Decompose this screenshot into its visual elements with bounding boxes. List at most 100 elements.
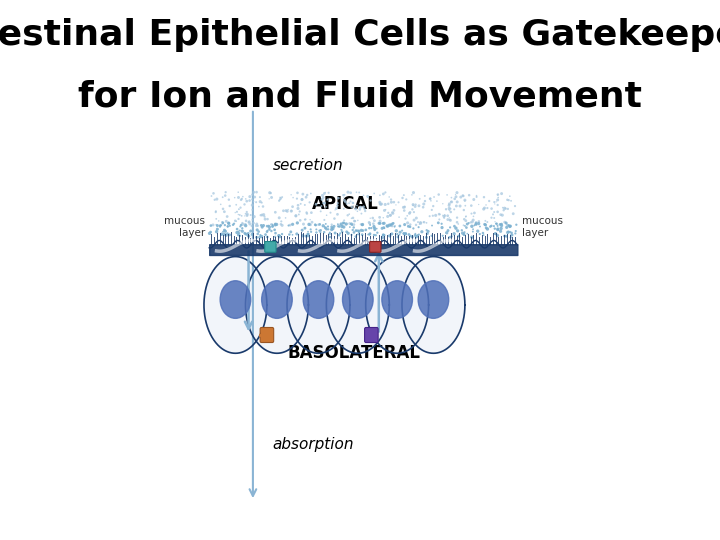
Point <box>318 193 329 202</box>
Point <box>234 226 246 235</box>
Point <box>294 216 306 225</box>
Point <box>369 189 380 198</box>
Point <box>467 216 479 225</box>
Point <box>350 232 361 241</box>
Point <box>491 220 503 228</box>
Point <box>495 211 506 219</box>
Point <box>256 232 267 241</box>
Point <box>352 230 364 239</box>
Point <box>497 204 508 212</box>
Point <box>379 206 390 215</box>
Point <box>495 224 507 233</box>
Point <box>287 193 299 202</box>
Point <box>450 224 462 232</box>
Point <box>292 219 303 227</box>
Point <box>333 222 345 231</box>
Point <box>248 197 259 206</box>
Point <box>441 205 452 214</box>
Point <box>464 191 475 199</box>
Point <box>503 221 514 230</box>
Point <box>413 223 424 232</box>
Point <box>441 191 453 199</box>
Point <box>333 194 344 202</box>
Point <box>451 188 463 197</box>
Point <box>244 220 256 228</box>
Point <box>318 199 329 207</box>
Point <box>264 223 275 232</box>
Point <box>460 212 472 221</box>
Point <box>381 221 392 230</box>
Point <box>428 193 440 201</box>
Point <box>332 220 343 228</box>
Point <box>482 204 493 212</box>
Point <box>492 190 504 199</box>
Point <box>489 224 500 233</box>
Point <box>374 200 386 208</box>
FancyBboxPatch shape <box>260 327 274 342</box>
Point <box>322 195 333 204</box>
Point <box>352 216 364 225</box>
Point <box>494 220 505 229</box>
Point <box>399 202 410 211</box>
Point <box>390 221 401 230</box>
Point <box>246 201 258 210</box>
Point <box>299 215 310 224</box>
Point <box>492 191 503 199</box>
Point <box>354 205 366 214</box>
Point <box>269 226 280 234</box>
Point <box>469 220 481 229</box>
Point <box>248 212 260 221</box>
Point <box>406 191 418 199</box>
Point <box>276 230 288 238</box>
Point <box>258 221 269 230</box>
Point <box>473 217 485 226</box>
Point <box>205 228 217 237</box>
Point <box>344 219 356 228</box>
Point <box>237 220 248 229</box>
Point <box>458 231 469 239</box>
Point <box>321 211 333 220</box>
Point <box>462 220 473 228</box>
Point <box>346 202 358 211</box>
Point <box>458 192 469 200</box>
Point <box>230 217 241 225</box>
Point <box>317 191 328 200</box>
Point <box>220 227 231 235</box>
Point <box>392 230 403 239</box>
Point <box>242 210 253 219</box>
Point <box>261 227 273 236</box>
Point <box>382 208 394 217</box>
Point <box>305 220 316 229</box>
Point <box>325 208 336 217</box>
Point <box>403 230 415 239</box>
Point <box>297 226 308 234</box>
Point <box>297 232 309 240</box>
Point <box>397 203 409 212</box>
Point <box>446 232 457 241</box>
Point <box>261 222 273 231</box>
Point <box>453 232 464 240</box>
Point <box>241 197 253 206</box>
Point <box>324 233 336 241</box>
Point <box>236 224 248 233</box>
Point <box>290 212 302 220</box>
Point <box>322 195 333 204</box>
Point <box>241 207 253 216</box>
Point <box>251 221 262 230</box>
Point <box>471 193 482 201</box>
Point <box>431 197 443 205</box>
Point <box>258 212 270 221</box>
Point <box>424 212 436 220</box>
Point <box>267 222 279 231</box>
Point <box>387 209 399 218</box>
Point <box>273 231 284 240</box>
Point <box>501 223 513 232</box>
Point <box>465 218 477 227</box>
Point <box>377 233 388 242</box>
Point <box>294 207 305 216</box>
Point <box>318 228 330 237</box>
Point <box>399 230 410 238</box>
Point <box>388 198 400 206</box>
Point <box>364 230 376 238</box>
Point <box>326 220 338 229</box>
